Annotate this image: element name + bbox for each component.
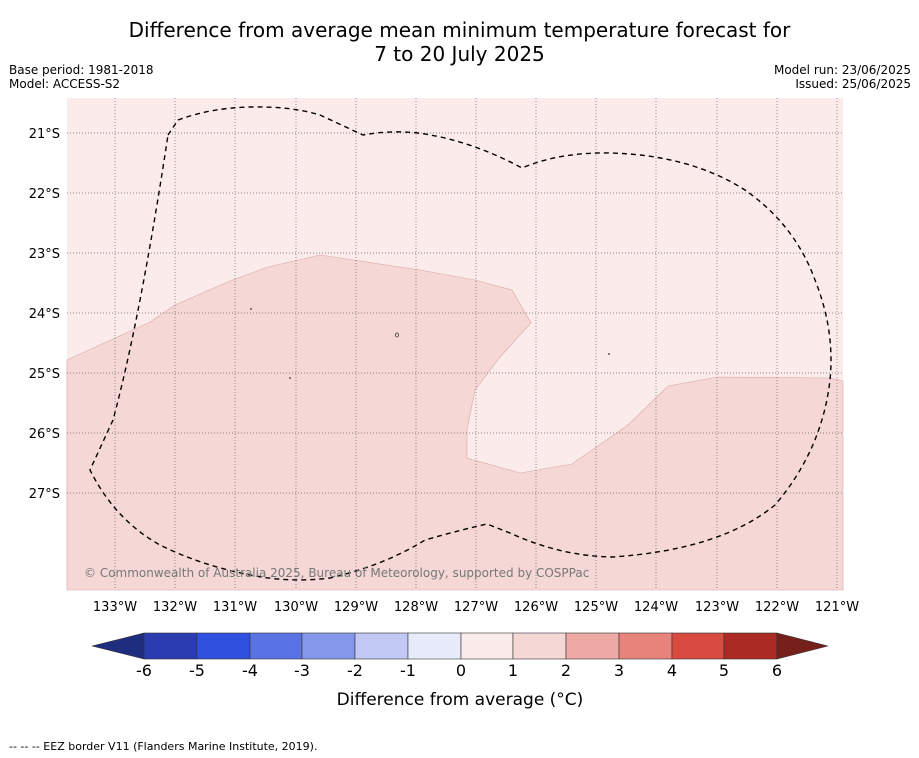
island-marker xyxy=(608,353,610,355)
lon-label: 124°W xyxy=(634,600,678,615)
colorbar-tick-label: 4 xyxy=(667,661,677,680)
colorbar-segment xyxy=(618,632,673,660)
lon-label: 126°W xyxy=(514,600,558,615)
latitude-labels: 21°S 22°S 23°S 24°S 25°S 26°S 27°S xyxy=(29,127,60,502)
lat-label: 21°S xyxy=(29,127,60,142)
colorbar-extend-min xyxy=(91,632,145,660)
issued-text: Issued: 25/06/2025 xyxy=(795,77,911,91)
title-line-1: Difference from average mean minimum tem… xyxy=(128,18,791,42)
model-text: Model: ACCESS-S2 xyxy=(9,77,121,91)
model-run-text: Model run: 23/06/2025 xyxy=(773,63,911,77)
lon-label: 125°W xyxy=(574,600,618,615)
lat-label: 22°S xyxy=(29,187,60,202)
anomaly-region-1-to-2 xyxy=(66,254,844,591)
lon-label: 128°W xyxy=(394,600,438,615)
colorbar-tick-label: 6 xyxy=(772,661,782,680)
lon-label: 121°W xyxy=(815,600,859,615)
longitude-labels: 133°W 132°W 131°W 130°W 129°W 128°W 127°… xyxy=(93,600,859,615)
eez-border-line xyxy=(89,106,832,581)
colorbar: -6 -5 -4 -3 -2 -1 0 1 2 3 4 5 6 Differen… xyxy=(91,632,829,710)
lat-label: 24°S xyxy=(29,307,60,322)
island-marker xyxy=(289,377,291,379)
copyright-text: © Commonwealth of Australia 2025, Bureau… xyxy=(84,566,589,580)
colorbar-tick-label: -6 xyxy=(136,661,152,680)
lat-label: 27°S xyxy=(29,487,60,502)
colorbar-segment xyxy=(249,632,303,660)
chart-title: Difference from average mean minimum tem… xyxy=(0,18,919,66)
lon-label: 122°W xyxy=(755,600,799,615)
colorbar-segment xyxy=(723,632,778,660)
colorbar-segment xyxy=(460,632,514,660)
eez-footnote: -- -- -- EEZ border V11 (Flanders Marine… xyxy=(9,740,318,753)
lon-label: 130°W xyxy=(274,600,318,615)
colorbar-segment xyxy=(196,632,251,660)
map-gridlines xyxy=(67,98,843,590)
lat-label: 25°S xyxy=(29,367,60,382)
base-period-text: Base period: 1981-2018 xyxy=(9,63,154,77)
colorbar-segment xyxy=(143,632,198,660)
lat-label: 23°S xyxy=(29,247,60,262)
colorbar-tick-label: -3 xyxy=(294,661,310,680)
lon-label: 131°W xyxy=(213,600,257,615)
lon-label: 129°W xyxy=(334,600,378,615)
colorbar-segment xyxy=(565,632,620,660)
base-info: Base period: 1981-2018 Model: ACCESS-S2 xyxy=(9,63,154,91)
colorbar-tick-label: -2 xyxy=(347,661,363,680)
lon-label: 123°W xyxy=(695,600,739,615)
colorbar-title: Difference from average (°C) xyxy=(337,690,584,710)
lon-label: 133°W xyxy=(93,600,137,615)
map-figure: 21°S 22°S 23°S 24°S 25°S 26°S 27°S 133°W… xyxy=(29,98,859,710)
colorbar-segment xyxy=(407,632,462,660)
title-line-2: 7 to 20 July 2025 xyxy=(374,42,545,66)
colorbar-segment xyxy=(301,632,356,660)
colorbar-tick-label: 5 xyxy=(719,661,729,680)
colorbar-segment xyxy=(671,632,725,660)
colorbar-segment xyxy=(354,632,409,660)
colorbar-extend-max xyxy=(776,632,829,660)
colorbar-tick-label: 0 xyxy=(456,661,466,680)
colorbar-tick-label: -1 xyxy=(400,661,416,680)
colorbar-segment xyxy=(512,632,567,660)
colorbar-tick-label: -5 xyxy=(189,661,205,680)
run-info: Model run: 23/06/2025 Issued: 25/06/2025 xyxy=(774,63,911,91)
colorbar-tick-label: 1 xyxy=(508,661,518,680)
lon-label: 127°W xyxy=(454,600,498,615)
colorbar-tick-label: 2 xyxy=(561,661,571,680)
colorbar-tick-label: -4 xyxy=(242,661,258,680)
island-marker xyxy=(394,332,399,338)
lon-label: 132°W xyxy=(153,600,197,615)
island-marker xyxy=(250,308,252,310)
lat-label: 26°S xyxy=(29,427,60,442)
colorbar-tick-label: 3 xyxy=(614,661,624,680)
